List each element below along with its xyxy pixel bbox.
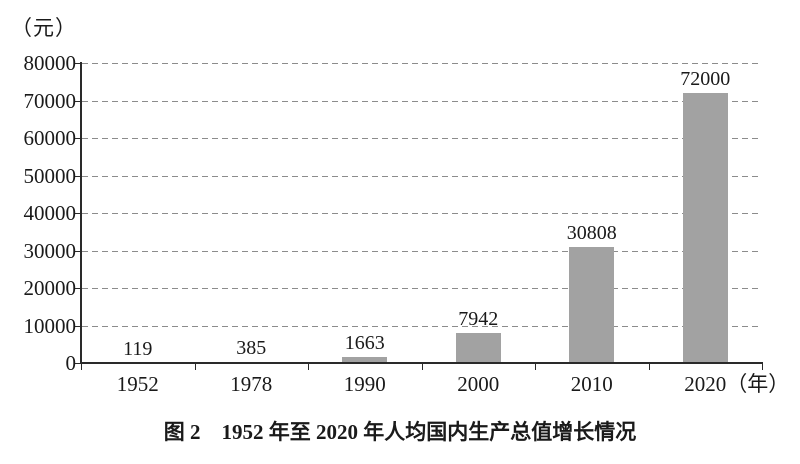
x-tick-mark	[194, 363, 196, 370]
bar-1990	[342, 356, 388, 363]
x-axis-unit-suffix: （年）	[726, 372, 790, 396]
y-axis-unit-label: （元）	[11, 16, 77, 40]
gridline-20000	[82, 288, 758, 289]
year-text: 2010	[570, 372, 613, 396]
gridline-60000	[82, 138, 758, 139]
x-tick-mark	[421, 363, 423, 370]
y-tick-mark	[74, 175, 81, 177]
y-tick-label: 80000	[23, 51, 77, 75]
x-tick-mark	[81, 363, 82, 370]
bar-value-label: 119	[123, 337, 153, 360]
gridline-50000	[82, 175, 758, 177]
gridline-40000	[82, 213, 758, 214]
x-tick-year-label: 2000	[457, 371, 499, 397]
year-text: 1990	[343, 372, 386, 396]
y-tick-label: 40000	[23, 201, 77, 225]
bar-2010	[569, 247, 615, 363]
y-tick-label: 0	[65, 351, 77, 375]
year-text: 1952	[116, 372, 159, 396]
bar-2000	[455, 333, 501, 363]
y-tick-mark	[74, 100, 81, 102]
bar-value-label: 30808	[566, 222, 617, 245]
bar-value-label: 72000	[680, 68, 731, 90]
y-tick-mark	[74, 138, 81, 139]
year-text: 1978	[230, 372, 273, 396]
y-tick-mark	[74, 250, 81, 252]
figure-caption: 图 2 1952 年至 2020 年人均国内生产总值增长情况	[163, 420, 637, 444]
bar-value-label: 7942	[458, 308, 499, 331]
y-axis-line	[80, 62, 82, 364]
bar-value-label: 1663	[344, 331, 385, 354]
y-tick-mark	[74, 63, 81, 64]
y-tick-mark	[74, 288, 81, 289]
x-tick-mark	[308, 363, 309, 370]
gridline-10000	[82, 325, 758, 327]
year-text: 2020	[684, 372, 727, 396]
y-tick-label: 20000	[23, 276, 77, 300]
y-tick-mark	[74, 363, 81, 364]
x-tick-year-label: 2020（年）	[684, 371, 789, 397]
gridline-70000	[82, 100, 758, 102]
x-tick-year-label: 1978	[230, 371, 272, 397]
x-tick-year-label: 1990	[344, 371, 386, 397]
y-tick-label: 70000	[23, 88, 77, 113]
x-tick-year-label: 2010	[571, 371, 613, 397]
y-tick-label: 10000	[23, 313, 77, 338]
year-text: 2000	[457, 372, 500, 396]
y-tick-label: 60000	[23, 126, 77, 150]
x-tick-year-label: 1952	[117, 371, 159, 397]
y-tick-mark	[74, 213, 81, 214]
x-tick-mark	[648, 363, 650, 370]
y-tick-mark	[74, 325, 81, 327]
y-tick-label: 30000	[23, 238, 77, 263]
bar-value-label: 385	[236, 336, 267, 359]
gridline-30000	[82, 250, 758, 252]
bar-2020	[682, 93, 728, 363]
x-tick-mark	[762, 363, 763, 370]
gridline-80000	[82, 63, 758, 64]
x-axis-line	[81, 362, 763, 364]
y-tick-label: 50000	[23, 163, 77, 188]
x-tick-mark	[535, 363, 536, 370]
